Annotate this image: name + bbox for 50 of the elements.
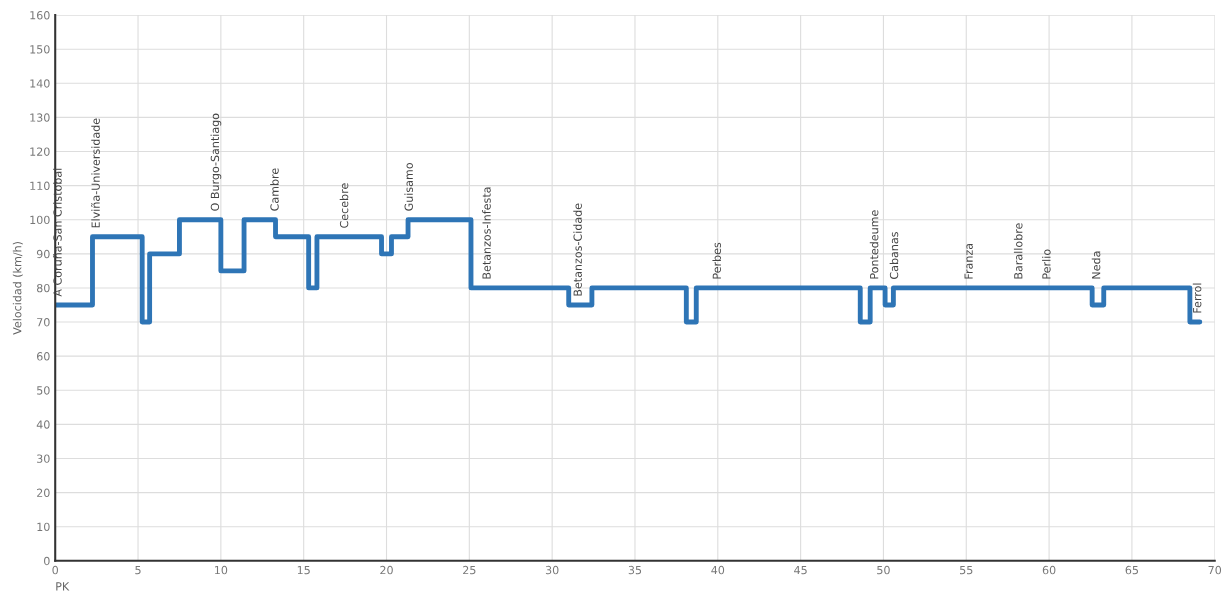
annotation: Pontedeume xyxy=(869,210,879,279)
annotation: Perbes xyxy=(712,242,722,279)
y-tick-label: 150 xyxy=(30,45,50,54)
y-tick-label: 0 xyxy=(44,556,50,566)
annotation: Barallobre xyxy=(1013,223,1023,279)
annotation: O Burgo-Santiago xyxy=(210,113,222,211)
annotation: Cabanas xyxy=(889,232,899,279)
annotation: A Coruña-San Cristobal xyxy=(52,168,62,297)
x-tick-label: 20 xyxy=(380,565,393,575)
x-tick-label: 40 xyxy=(711,565,725,575)
x-tick-label: 15 xyxy=(297,565,310,575)
x-tick-label: 10 xyxy=(215,565,228,575)
y-tick-label: 130 xyxy=(30,113,50,122)
y-tick-label: 60 xyxy=(36,352,50,361)
annotation: Guisamo xyxy=(404,163,413,211)
x-tick-label: 35 xyxy=(628,565,642,575)
annotation: Ferrol xyxy=(1192,283,1202,313)
y-tick-label: 80 xyxy=(36,283,50,293)
x-axis-title: PK xyxy=(56,582,70,591)
y-tick-label: 30 xyxy=(37,454,50,463)
x-tick-label: 70 xyxy=(1208,565,1222,575)
annotation: Perlio xyxy=(1042,249,1051,279)
y-axis-title: Velocidad (km/h) xyxy=(12,241,23,335)
x-tick-label: 60 xyxy=(1042,565,1056,575)
y-tick-label: 20 xyxy=(37,488,50,497)
x-tick-label: 25 xyxy=(463,565,476,575)
y-tick-label: 120 xyxy=(30,147,50,156)
y-tick-label: 50 xyxy=(37,386,50,395)
y-tick-label: 10 xyxy=(37,522,50,532)
x-tick-label: 55 xyxy=(960,565,973,575)
annotation: Cambre xyxy=(270,168,279,211)
annotation: Betanzos-Cidade xyxy=(573,203,582,296)
x-tick-label: 30 xyxy=(545,565,559,575)
annotation: Neda xyxy=(1091,251,1101,279)
y-tick-label: 100 xyxy=(30,215,50,225)
y-tick-label: 110 xyxy=(30,181,50,190)
annotation: Franza xyxy=(964,243,973,279)
y-tick-label: 90 xyxy=(36,249,50,259)
y-tick-label: 160 xyxy=(30,11,50,20)
y-tick-label: 70 xyxy=(37,318,50,327)
y-tick-label: 40 xyxy=(36,420,50,429)
annotation: Betanzos-Infesta xyxy=(482,187,491,279)
x-tick-label: 0 xyxy=(52,565,59,575)
x-tick-label: 45 xyxy=(794,565,807,575)
annotation: Cecebre xyxy=(339,183,349,228)
x-tick-label: 50 xyxy=(877,565,890,575)
x-tick-label: 65 xyxy=(1125,565,1139,575)
annotation: Elviña-Universidade xyxy=(91,118,100,228)
x-tick-label: 5 xyxy=(135,565,141,575)
y-tick-label: 140 xyxy=(30,79,50,88)
